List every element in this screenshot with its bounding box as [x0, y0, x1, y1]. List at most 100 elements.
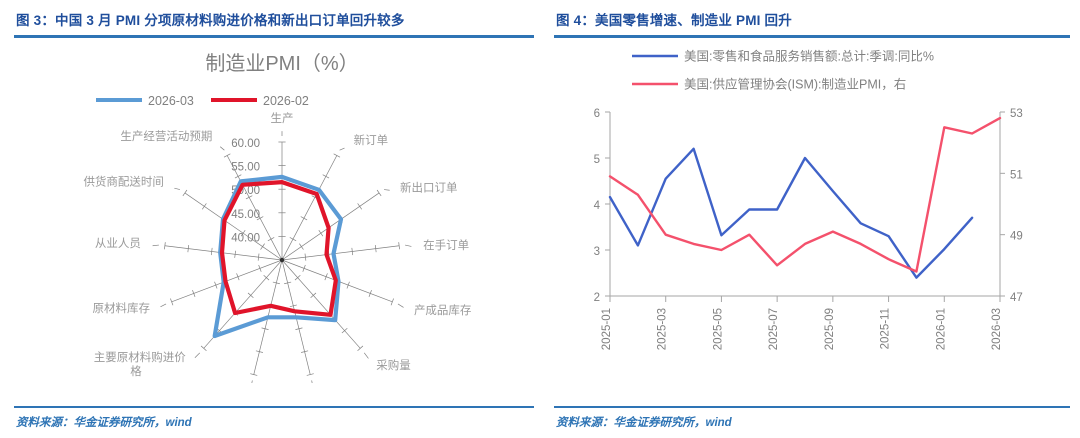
radar-tick-marks — [164, 141, 400, 376]
figure-3-source: 资料来源：华金证券研究所，wind — [16, 417, 192, 429]
radar-ring-tick — [376, 189, 382, 196]
us-retail-ism-line-chart: 美国:零售和食品服务销售额:总计:季调:同比% 美国:供应管理协会(ISM):制造… — [594, 48, 1023, 350]
x-axis-label: 2025-05 — [712, 308, 724, 350]
radar-scale-label: 60.00 — [231, 138, 260, 150]
radar-spoke — [281, 154, 338, 260]
radar-category-label: 在手订单 — [423, 238, 469, 252]
figure-4-title-rule — [554, 35, 1070, 38]
radar-ring-tick — [260, 242, 265, 250]
radar-ring-tick — [341, 327, 348, 333]
radar-spoke — [184, 192, 283, 260]
radar-ring-tick — [200, 345, 207, 351]
radar-ring-tick — [261, 327, 269, 330]
radar-ring-tick — [272, 281, 280, 284]
radar-label-leader — [160, 303, 167, 307]
radar-ring-tick — [302, 264, 306, 272]
right-axis-label: 53 — [1010, 108, 1023, 120]
radar-ring-tick — [210, 247, 213, 255]
line-chart-series — [608, 116, 1002, 279]
radar-ring-tick — [294, 274, 301, 280]
radar-category-label: 采购量 — [376, 357, 411, 371]
radar-category-label: 原材料库存 — [93, 300, 151, 314]
radar-ring-tick — [256, 215, 264, 220]
radar-label-leader — [339, 147, 345, 151]
radar-ring-tick — [234, 250, 236, 258]
radar-label-leader — [219, 145, 225, 150]
radar-center-dot — [279, 257, 285, 262]
left-axis-label: 3 — [594, 246, 600, 258]
radar-ring-tick — [234, 173, 242, 178]
line-chart-area: 美国:零售和食品服务销售额:总计:季调:同比% 美国:供应管理协会(ISM):制造… — [554, 38, 1070, 405]
figure-3-panel: 图 3：中国 3 月 PMI 分项原材料购进价格和新出口订单回升较多 制造业PM… — [14, 13, 534, 429]
radar-label-leader — [194, 352, 201, 358]
radar-spoke — [281, 259, 361, 349]
radar-ring-tick — [318, 229, 324, 236]
radar-ring-tick — [357, 202, 363, 210]
radar-ring-tick — [170, 297, 174, 305]
radar-ring-tick — [223, 153, 231, 157]
radar-series-polygons — [212, 174, 344, 338]
radar-ring-tick — [267, 236, 275, 241]
radar-ring-tick — [192, 289, 196, 297]
radar-label-leader — [405, 244, 412, 247]
radar-spoke — [281, 192, 380, 260]
radar-ring-tick — [255, 349, 263, 353]
radar-ring-tick — [263, 274, 270, 280]
manufacturing-pmi-radar-chart: 制造业PMI（%） 2026-03 2026-02 生产新订单新出口订单在手订单产… — [83, 52, 471, 383]
radar-ring-tick — [182, 189, 188, 196]
radar-ring-tick — [240, 229, 246, 236]
x-axis-label: 2026-01 — [935, 308, 947, 350]
radar-ring-tick — [390, 297, 394, 305]
x-axis-label: 2025-11 — [880, 308, 892, 349]
radar-ring-tick — [201, 202, 207, 210]
radar-ring-tick — [289, 236, 297, 241]
radar-scale-label: 40.00 — [231, 232, 260, 244]
left-axis-label: 4 — [594, 200, 601, 212]
radar-ring-tick — [324, 272, 328, 280]
radar-label-leader — [363, 352, 369, 359]
radar-label-leader — [397, 303, 404, 308]
radar-ring-tick — [236, 272, 240, 280]
radar-ring-tick — [310, 292, 317, 298]
radar-category-label: 新订单 — [354, 133, 389, 147]
radar-category-label: 新出口订单 — [400, 180, 458, 194]
figure-4-source: 资料来源：华金证券研究所，wind — [556, 417, 732, 429]
radar-label-leader — [251, 379, 253, 383]
line-legend-label: 美国:供应管理协会(ISM):制造业PMI，右 — [684, 76, 906, 91]
radar-ring-tick — [299, 242, 304, 250]
radar-category-label: 供货商配送时间 — [83, 174, 164, 188]
radar-ring-tick — [398, 241, 400, 249]
radar-category-label: 生产经营活动预期 — [120, 129, 212, 143]
radar-legend-label: 2026-03 — [148, 94, 194, 108]
line-chart-legend: 美国:零售和食品服务销售额:总计:季调:同比% 美国:供应管理协会(ISM):制造… — [632, 48, 934, 91]
figure-4-footer-rule — [554, 406, 1070, 408]
line-series-path — [608, 116, 1002, 273]
line-chart-x-axis-labels: 2025-01 2025-03 2025-05 2025-07 2025-09 2025-… — [601, 308, 1003, 350]
left-axis-label: 6 — [594, 108, 600, 120]
radar-spoke — [226, 154, 283, 260]
left-axis-label: 2 — [594, 292, 600, 304]
x-axis-label: 2025-01 — [601, 308, 613, 350]
right-axis-label: 47 — [1010, 292, 1023, 304]
radar-ring-tick — [304, 253, 307, 261]
radar-ring-tick — [357, 345, 364, 351]
radar-ring-tick — [187, 244, 190, 252]
line-legend-label: 美国:零售和食品服务销售额:总计:季调:同比% — [684, 48, 934, 63]
x-axis-label: 2026-03 — [991, 308, 1003, 350]
radar-ring-tick — [289, 304, 297, 307]
radar-label-leader — [384, 188, 390, 191]
right-axis-label: 49 — [1010, 230, 1023, 242]
figure-3-title-rule — [14, 35, 534, 38]
radar-ring-tick — [374, 244, 377, 252]
radar-ring-tick — [284, 281, 292, 284]
x-axis-label: 2025-09 — [824, 308, 836, 350]
x-axis-label: 2025-07 — [768, 308, 780, 350]
radar-label-leader — [311, 379, 313, 383]
radar-scale-label: 55.00 — [231, 161, 260, 173]
radar-ring-tick — [250, 372, 258, 376]
radar-category-label: 生产 — [271, 111, 294, 125]
radar-category-labels: 生产新订单新出口订单在手订单产成品库存采购量进口出厂价格主要原材料购进价格原材料… — [83, 111, 471, 383]
x-axis-label: 2025-03 — [657, 308, 669, 350]
